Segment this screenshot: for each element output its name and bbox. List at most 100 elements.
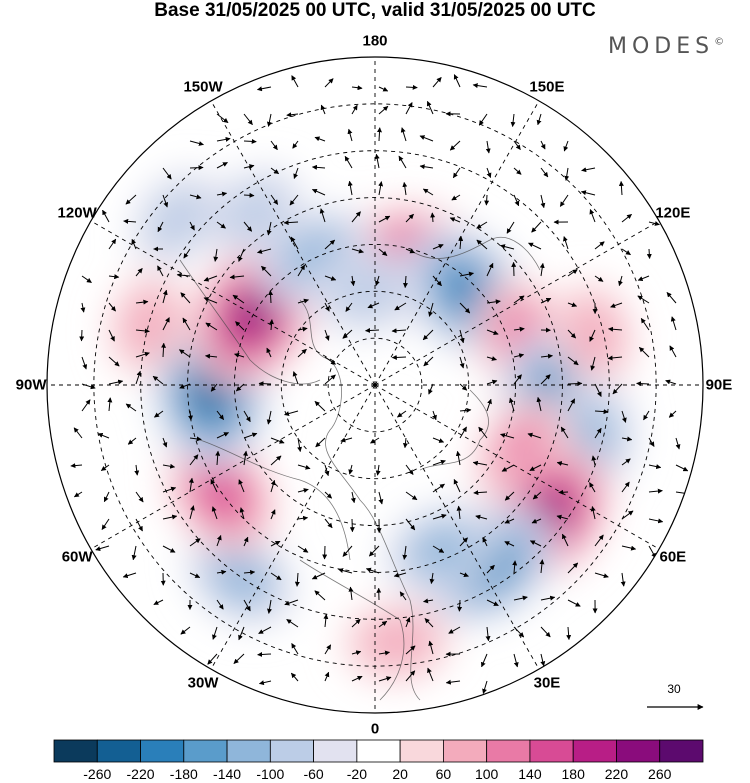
latitude-circle	[233, 243, 517, 527]
vector-scale-label: 30	[667, 682, 681, 696]
wind-arrow	[311, 164, 326, 170]
wind-arrow	[449, 140, 461, 151]
wind-arrow	[351, 619, 361, 628]
wind-arrow	[668, 410, 677, 418]
colorbar-swatch	[572, 739, 617, 763]
wind-arrow	[540, 297, 552, 304]
wind-arrow	[424, 618, 434, 628]
wind-arrow	[486, 599, 499, 606]
wind-arrow	[311, 572, 326, 580]
wind-arrow	[648, 437, 655, 447]
meridian-line	[90, 220, 376, 386]
wind-arrow	[504, 491, 515, 501]
wind-arrow	[235, 383, 245, 392]
wind-arrow	[648, 488, 663, 494]
wind-arrow	[269, 319, 275, 331]
wind-arrow	[422, 188, 434, 196]
wind-arrow	[378, 620, 388, 628]
wind-arrow	[527, 432, 542, 439]
wind-arrow	[270, 167, 280, 175]
wind-arrow	[135, 268, 143, 277]
wind-arrow	[348, 464, 354, 475]
wind-arrow	[478, 426, 488, 439]
wind-arrow	[556, 514, 569, 520]
wind-arrow	[539, 559, 545, 574]
wind-arrow	[618, 275, 623, 287]
wind-arrow	[216, 534, 222, 547]
wind-arrow	[567, 329, 576, 339]
wind-arrow	[347, 180, 353, 196]
wind-arrow	[529, 540, 542, 547]
wind-arrow	[594, 572, 609, 579]
wind-arrow	[618, 180, 624, 196]
wind-arrow	[378, 491, 384, 505]
colorbar-swatch	[616, 739, 661, 763]
wind-arrow	[594, 427, 602, 439]
wind-arrow	[122, 572, 137, 579]
colorbar-swatch	[659, 739, 704, 763]
wind-arrow	[621, 213, 632, 223]
wind-arrow	[459, 383, 468, 391]
wind-arrow	[504, 541, 515, 547]
wind-arrow	[405, 213, 414, 223]
wind-arrow	[567, 398, 576, 412]
longitude-label: 30E	[533, 674, 561, 692]
colorbar-tick-label: 20	[392, 766, 408, 782]
wind-arrow	[531, 518, 542, 524]
anomaly-blob	[220, 182, 288, 243]
wind-arrow	[97, 433, 110, 439]
wind-arrow	[405, 645, 416, 655]
wind-arrow	[351, 211, 361, 223]
wind-arrow	[449, 217, 461, 223]
wind-arrow	[79, 329, 85, 342]
wind-arrow	[540, 167, 549, 178]
meridian-line	[374, 384, 540, 670]
wind-arrow	[567, 599, 581, 607]
wind-arrow	[374, 153, 380, 169]
wind-arrow	[432, 437, 445, 443]
wind-arrow	[368, 545, 380, 557]
wind-arrow	[612, 383, 623, 395]
wind-arrow	[531, 221, 542, 233]
wind-arrow	[290, 236, 299, 250]
anomaly-blob	[121, 288, 177, 360]
wind-arrow	[216, 191, 228, 197]
wind-arrow	[636, 381, 650, 387]
wind-arrow	[481, 653, 488, 668]
longitude-label: 60E	[659, 548, 687, 566]
wind-arrow	[394, 302, 407, 311]
wind-arrow	[528, 242, 542, 250]
wind-arrow	[297, 264, 306, 277]
wind-arrow	[504, 518, 515, 524]
wind-arrow	[342, 329, 353, 339]
wind-arrow	[591, 455, 597, 466]
wind-arrow	[405, 102, 413, 115]
wind-arrow	[648, 518, 664, 524]
wind-arrow	[238, 248, 245, 262]
colorbar-swatch	[356, 739, 401, 763]
wind-arrow	[270, 540, 281, 547]
wind-arrow	[270, 194, 279, 205]
colorbar-tick-label: 180	[561, 766, 585, 782]
wind-arrow	[458, 236, 464, 250]
wind-arrow	[351, 104, 358, 115]
wind-arrow	[270, 455, 282, 466]
wind-arrow	[243, 410, 251, 423]
wind-arrow	[621, 510, 634, 520]
wind-arrow	[476, 221, 488, 229]
meridian-line	[374, 384, 660, 550]
wind-arrow	[216, 569, 227, 575]
wind-arrow	[238, 479, 245, 493]
wind-arrow	[529, 464, 542, 471]
wind-arrow	[324, 78, 334, 88]
colorbar-tick-label: -140	[213, 766, 242, 782]
wind-arrow	[590, 356, 596, 371]
wind-arrow	[637, 275, 650, 281]
wind-arrow	[540, 653, 546, 667]
wind-arrow	[540, 194, 546, 209]
wind-arrow	[501, 464, 515, 472]
wind-arrow	[270, 140, 278, 151]
wind-arrow	[243, 192, 255, 198]
wind-arrow	[637, 295, 650, 304]
wind-arrow	[378, 86, 389, 92]
